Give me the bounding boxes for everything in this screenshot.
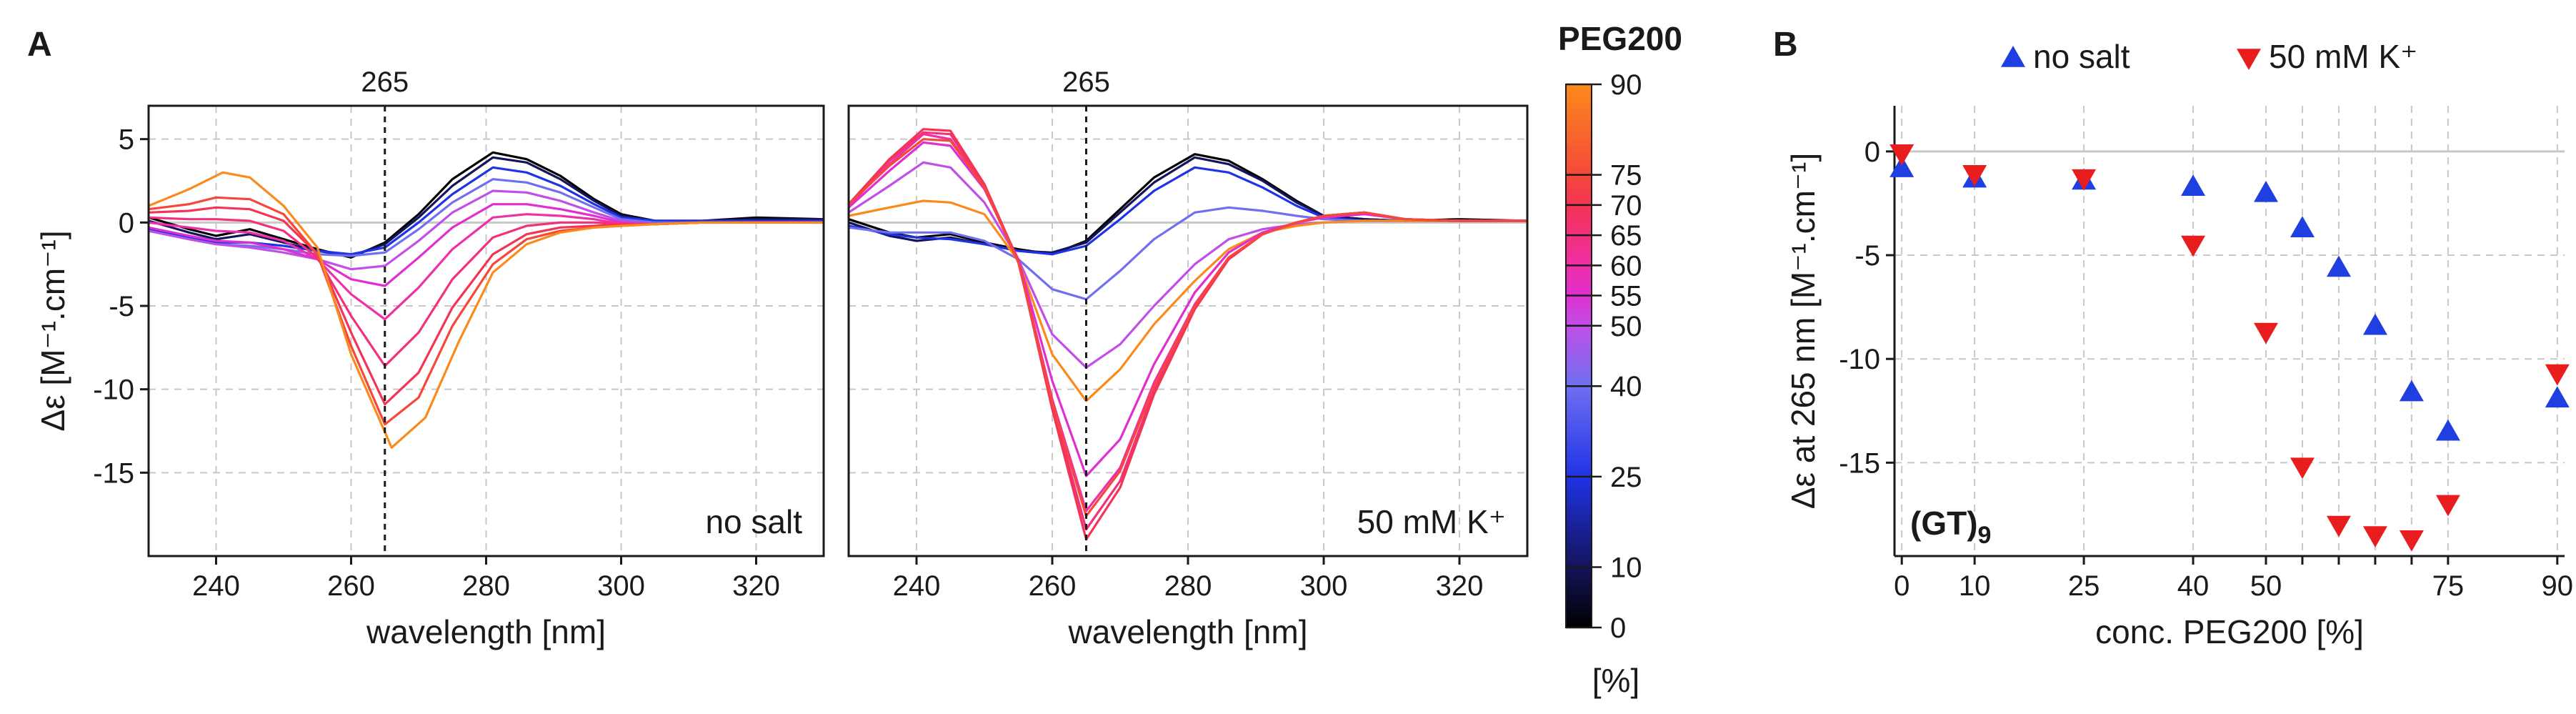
x-tick-label: 240 <box>893 570 941 602</box>
legend: no salt 50 mM K⁺ <box>2001 38 2417 75</box>
no-salt-point <box>2435 419 2460 441</box>
x-tick-label: 300 <box>597 570 645 602</box>
x-tick-label: 300 <box>1300 570 1348 602</box>
x-tick-label: 260 <box>327 570 375 602</box>
spectrum-line-peg10 <box>848 156 1527 254</box>
panel-b-chart: 0 10 25 40 50 75 90 0 -5 -10 -15 conc. PEG200 [%] Δε… <box>1784 38 2573 650</box>
y-axis-label: Δε at 265 nm [M⁻¹.cm⁻¹] <box>1784 153 1822 510</box>
x-tick-label: 280 <box>1164 570 1212 602</box>
legend-label-no-salt: no salt <box>2033 38 2130 75</box>
sequence-annotation: (GT)9 <box>1910 505 1991 549</box>
no-salt-point <box>2362 313 2387 335</box>
y-tick-label: -10 <box>1839 344 1880 375</box>
x-tick-label: 90 <box>2542 570 2574 602</box>
colorbar-tick-label: 75 <box>1610 160 1642 192</box>
x-tick-label: 0 <box>1894 570 1909 602</box>
no-salt-point <box>2253 180 2278 202</box>
k-plus-point <box>2399 530 2424 552</box>
no-salt-point <box>2399 380 2424 402</box>
colorbar-tick-label: 65 <box>1610 220 1642 252</box>
panel-a-left-chart: 265 240 260 280 300 320 wavelength [nm] 5 0 -5 -10… <box>34 66 825 650</box>
colorbar-tick-label: 55 <box>1610 281 1642 312</box>
k-plus-point <box>1962 165 1987 187</box>
x-axis-label: conc. PEG200 [%] <box>2095 613 2364 650</box>
k-plus-point <box>2545 364 2570 386</box>
y-tick-label: -5 <box>1854 240 1880 272</box>
x-axis-label: wavelength [nm] <box>366 613 606 650</box>
spectrum-line-peg90 <box>148 171 824 449</box>
colorbar-unit: [%] <box>1592 662 1639 699</box>
colorbar-title: PEG200 <box>1558 20 1682 57</box>
colorbar-tick-label: 50 <box>1610 311 1642 342</box>
panel-a-letter: A <box>27 26 52 64</box>
k-plus-point <box>2072 169 2097 191</box>
sequence-annotation-main: (GT) <box>1910 505 1978 542</box>
sequence-annotation-sub: 9 <box>1978 522 1992 549</box>
y-tick-label: 0 <box>119 207 134 239</box>
spectrum-line-peg40 <box>148 178 824 257</box>
x-tick-label: 75 <box>2432 570 2465 602</box>
x-tick-label: 240 <box>192 570 240 602</box>
colorbar-tick-label: 60 <box>1610 250 1642 282</box>
x-tick-label: 280 <box>462 570 510 602</box>
x-tick-label: 320 <box>732 570 780 602</box>
colorbar-tick-label: 90 <box>1610 69 1642 101</box>
x-tick-label: 25 <box>2068 570 2100 602</box>
k-plus-point <box>2326 515 2351 537</box>
colorbar-tick-label: 0 <box>1610 613 1626 644</box>
no-salt-point <box>2326 255 2351 277</box>
k-plus-point <box>2181 235 2206 257</box>
x-tick-label: 10 <box>1959 570 1991 602</box>
y-tick-label: -5 <box>109 291 134 322</box>
condition-annotation: 50 mM K⁺ <box>1357 503 1506 540</box>
y-tick-label: -15 <box>93 457 134 489</box>
x-tick-label: 50 <box>2250 570 2282 602</box>
vline-label: 265 <box>1062 66 1110 98</box>
y-tick-label: -15 <box>1839 447 1880 479</box>
spectrum-line-peg75 <box>847 138 1527 517</box>
no-salt-point <box>1889 156 1914 177</box>
x-tick-label: 40 <box>2177 570 2210 602</box>
x-axis-label: wavelength [nm] <box>1068 613 1308 650</box>
y-tick-label: 0 <box>1864 137 1880 168</box>
condition-annotation: no salt <box>705 503 802 540</box>
x-tick-label: 260 <box>1029 570 1077 602</box>
colorbar-bar <box>1565 84 1592 628</box>
no-salt-point <box>2290 216 2315 238</box>
colorbar-tick-label: 10 <box>1610 552 1642 584</box>
panel-b-letter: B <box>1773 26 1798 64</box>
y-tick-label: -10 <box>93 375 134 406</box>
k-plus-point <box>2362 526 2387 547</box>
y-axis-label: Δε [M⁻¹.cm⁻¹] <box>34 230 71 431</box>
k-plus-point <box>1889 144 1914 166</box>
legend-marker-k-plus <box>2237 49 2261 70</box>
colorbar-tick-label: 25 <box>1610 462 1642 493</box>
spectrum-line-peg55 <box>847 141 1527 477</box>
k-plus-point <box>2253 322 2278 344</box>
legend-label-k-plus: 50 mM K⁺ <box>2269 38 2417 75</box>
spectrum-line-peg90 <box>848 199 1527 402</box>
no-salt-point <box>2181 174 2206 196</box>
legend-marker-no-salt <box>2001 46 2025 67</box>
y-tick-label: 5 <box>119 124 134 156</box>
spectrum-line-peg70 <box>847 128 1527 541</box>
no-salt-point <box>2545 386 2570 408</box>
vline-label: 265 <box>361 66 409 98</box>
colorbar-tick-label: 40 <box>1610 371 1642 402</box>
panel-a-right-chart: 265 240 260 280 300 320 wavelength [nm] 50 mM K… <box>847 66 1529 650</box>
colorbar-tick-label: 70 <box>1610 190 1642 222</box>
k-plus-point <box>2290 457 2315 480</box>
x-tick-label: 320 <box>1436 570 1484 602</box>
k-plus-point <box>2435 495 2460 517</box>
